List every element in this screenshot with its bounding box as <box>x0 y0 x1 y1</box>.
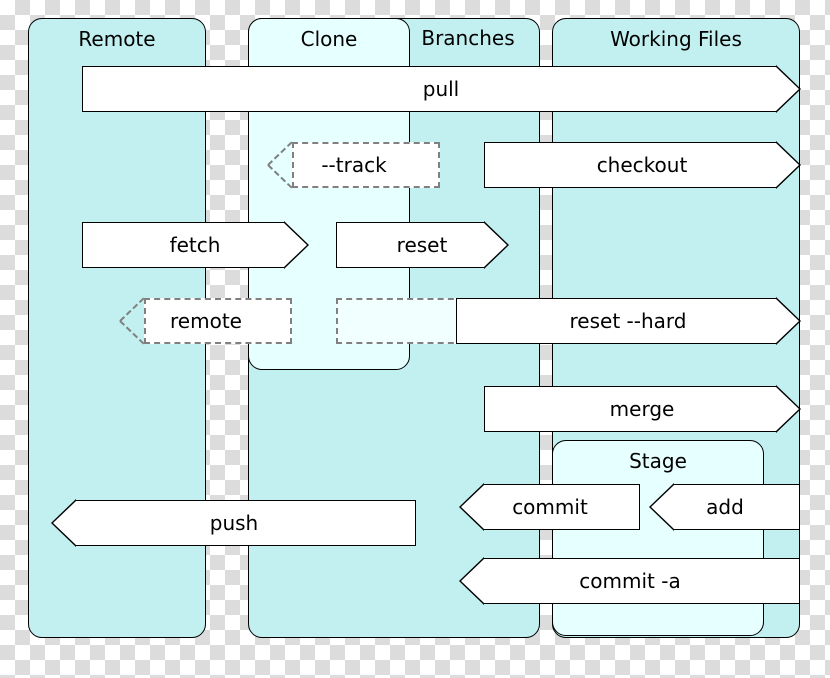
arrow-merge: merge <box>484 386 800 432</box>
arrow-add: add <box>650 484 800 530</box>
arrow-label-commit: commit <box>512 495 588 519</box>
arrow-pull: pull <box>82 66 800 112</box>
arrow-label-commita: commit -a <box>579 569 680 593</box>
arrow-label-fetch: fetch <box>170 233 221 257</box>
arrows-layer: pull --track checkout fetch reset remote reset… <box>0 0 830 678</box>
arrow-label-pull: pull <box>423 77 459 101</box>
arrow-fetch: fetch <box>82 222 308 268</box>
arrow-resethard: reset --hard <box>456 298 800 344</box>
arrow-track: --track <box>268 142 440 188</box>
arrow-label-resethard: reset --hard <box>570 309 687 333</box>
arrow-label-merge: merge <box>610 397 675 421</box>
arrow-label-reset: reset <box>397 233 448 257</box>
arrow-checkout: checkout <box>484 142 800 188</box>
arrow-push: push <box>52 500 416 546</box>
arrow-reset: reset <box>336 222 508 268</box>
arrow-label-checkout: checkout <box>597 153 688 177</box>
arrow-commit: commit <box>460 484 640 530</box>
arrow-remote: remote <box>120 298 292 344</box>
diagram-canvas: RemoteCloneBranchesWorking FilesStage pu… <box>0 0 830 678</box>
arrow-label-push: push <box>210 511 258 535</box>
arrow-commita: commit -a <box>460 558 800 604</box>
arrow-label-remote: remote <box>170 309 242 333</box>
arrow-label-track: --track <box>321 153 386 177</box>
arrow-rhard-src <box>336 298 464 344</box>
arrow-label-add: add <box>706 495 744 519</box>
